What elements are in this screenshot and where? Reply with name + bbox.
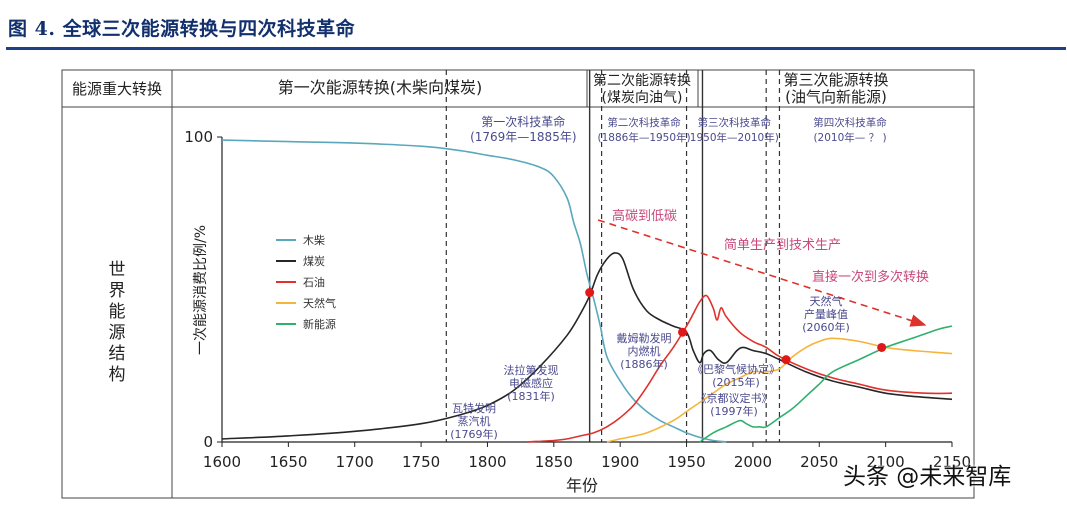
period-divider-lines [445, 70, 781, 442]
arrow-label-3: 直接一次到多次转换 [812, 269, 929, 285]
x-tick-label: 1650 [269, 453, 307, 471]
table-header-label: 能源重大转换 [72, 80, 162, 98]
annotation-3-line-1: 戴姆勒发明 [617, 331, 672, 345]
x-tick-label: 1950 [667, 453, 705, 471]
x-tick-label: 1750 [402, 453, 440, 471]
intersection-point-1 [585, 288, 595, 298]
revolution-2-period: (1886年—1950年) [598, 131, 691, 144]
revolution-4-name: 第四次科技革命 [813, 116, 887, 129]
revolution-labels: 第一次科技革命(1769年—1885年) 第二次科技革命 (1886年—1950年)… [470, 114, 887, 144]
legend-label-1: 木柴 [303, 233, 325, 247]
transition-3-label: 第三次能源转换 [783, 71, 888, 89]
annotation-1-line-1: 瓦特发明 [452, 401, 496, 415]
revolution-1-name: 第一次科技革命 [481, 114, 565, 129]
title-rule [6, 47, 1066, 50]
revolution-3-period: 1950年—2010年) [690, 131, 779, 144]
table-frame [61, 69, 975, 499]
revolution-3-name: 第三次科技革命 [698, 116, 772, 129]
series-line-5 [699, 325, 953, 443]
annotation-1-line-2: 蒸汽机 [458, 414, 491, 428]
annotation-2-line-1: 法拉第发现 [504, 363, 559, 377]
legend-label-4: 天然气 [303, 296, 336, 310]
annotation-4-line-1: 《巴黎气候协定》 [692, 362, 780, 376]
transition-3-sublabel: (油气向新能源) [785, 88, 887, 106]
intersection-points [585, 288, 887, 365]
legend-label-5: 新能源 [303, 317, 336, 331]
figure-title: 图 4. 全球三次能源转换与四次科技革命 [8, 18, 356, 40]
revolution-1-period: (1769年—1885年) [470, 130, 576, 144]
transition-2-sublabel: (煤炭向油气) [602, 90, 683, 106]
annotation-3-line-3: (1886年) [620, 357, 668, 371]
row-label: 世界能源结构 [109, 260, 126, 385]
x-axis-label: 年份 [566, 476, 598, 495]
x-tick-label: 1700 [336, 453, 374, 471]
watermark: 头条 @未来智库 [843, 464, 1012, 490]
legend-label-3: 石油 [303, 275, 325, 289]
annotation-4-line-2: (2015年) [712, 375, 760, 389]
arrow-label-2: 简单生产到技术生产 [724, 237, 841, 253]
intersection-point-2 [678, 327, 688, 337]
annotation-3-line-2: 内燃机 [628, 344, 661, 358]
transition-1-label: 第一次能源转换(木柴向煤炭) [278, 78, 483, 97]
x-tick-label: 2100 [867, 453, 905, 471]
series-lines [221, 139, 953, 443]
x-tick-label: 1800 [468, 453, 506, 471]
intersection-point-3 [781, 355, 791, 365]
annotation-6-line-3: (2060年) [802, 320, 850, 334]
x-tick-label: 1600 [203, 453, 241, 471]
legend-label-2: 煤炭 [303, 255, 325, 268]
annotation-5-line-1: 《京都议定书》 [696, 391, 773, 405]
y-tick-label: 100 [184, 128, 213, 146]
y-tick-label: 0 [203, 433, 213, 451]
trend-arrow [597, 219, 927, 327]
annotation-2-line-3: (1831年) [507, 389, 555, 403]
transition-2-label: 第二次能源转换 [593, 72, 691, 89]
revolution-2-name: 第二次科技革命 [607, 116, 681, 129]
annotation-2-line-2: 电磁感应 [509, 376, 553, 390]
intersection-point-4 [877, 342, 887, 352]
revolution-4-period: (2010年— ？ ) [813, 131, 886, 144]
arrow-label-1: 高碳到低碳 [612, 208, 677, 224]
annotation-6-line-2: 产量峰值 [804, 307, 848, 321]
y-axis-ticks: 0 100 [184, 128, 222, 451]
annotation-5-line-2: (1997年) [710, 404, 758, 418]
event-annotations: 瓦特发明蒸汽机(1769年)法拉第发现电磁感应(1831年)戴姆勒发明内燃机(1… [450, 294, 850, 441]
series-line-3 [527, 294, 953, 443]
annotation-1-line-3: (1769年) [450, 427, 498, 441]
annotation-6-line-1: 天然气 [810, 294, 843, 308]
x-tick-label: 2050 [800, 453, 838, 471]
x-tick-label: 1900 [601, 453, 639, 471]
x-axis-ticks: 1600 1650 1700 1750 1800 1850 1900 1950 2000 2050… [203, 442, 971, 471]
series-line-4 [606, 337, 953, 443]
series-line-2 [221, 252, 953, 440]
y-axis-label: 一次能源消费比例/% [193, 225, 209, 355]
axes [221, 137, 952, 443]
x-tick-label: 1850 [535, 453, 573, 471]
x-tick-label: 2000 [734, 453, 772, 471]
x-tick-label: 2150 [933, 453, 971, 471]
series-line-1 [221, 139, 727, 443]
